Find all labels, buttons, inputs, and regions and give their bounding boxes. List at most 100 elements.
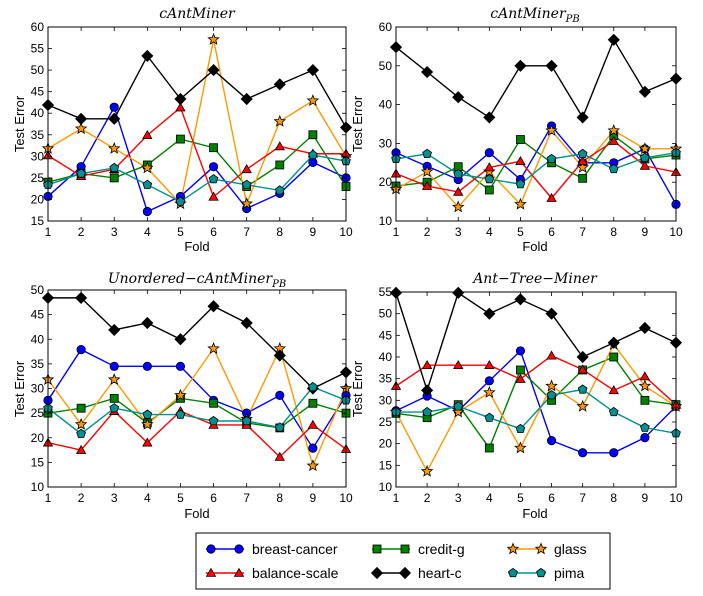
data-point-balance-scale [608,385,619,395]
data-point-breast-cancer [76,344,86,355]
data-point-balance-scale [274,141,285,151]
data-point-heart-c [545,307,558,320]
legend-frame [195,532,611,590]
data-point-glass [107,141,121,154]
data-point-glass [74,417,88,430]
y-tick-label: 55 [31,42,45,56]
data-point-pima [142,409,153,419]
data-point-breast-cancer [175,361,186,371]
x-axis-label: Fold [522,239,547,254]
data-point-heart-c [240,316,253,330]
data-point-pima [422,148,432,159]
x-tick-label: 6 [210,491,217,505]
data-point-glass [638,142,652,155]
data-point-heart-c [483,111,496,124]
x-tick-label: 8 [610,225,617,239]
x-tick-label: 3 [111,225,118,239]
data-point-breast-cancer [484,148,494,158]
data-point-glass [240,197,253,210]
x-tick-label: 6 [210,225,217,239]
data-point-glass [576,160,589,173]
x-tick-label: 7 [579,225,586,239]
legend-marker-heart-c [398,566,412,580]
data-point-pima [208,415,219,426]
data-point-heart-c [141,316,154,330]
legend-label-pima: pima [554,565,585,581]
x-tick-label: 7 [243,491,250,505]
data-point-breast-cancer [109,361,119,371]
data-point-balance-scale [142,437,153,447]
series-line-balance-scale [47,106,346,199]
data-point-pima [640,152,650,162]
data-point-pima [208,174,219,184]
y-tick-label: 50 [379,307,393,321]
y-tick-label: 45 [31,308,45,322]
panel-title: cAntMinerPB [490,6,579,25]
data-point-glass [141,417,154,430]
data-point-pima [484,412,495,422]
data-point-pima [453,401,464,411]
data-point-heart-c [514,293,527,306]
series-line-heart-c [395,38,677,119]
y-tick-label: 10 [379,480,393,494]
legend-marker-pima [508,567,518,578]
legend-label-balance-scale: balance-scale [252,565,339,581]
data-point-breast-cancer [640,432,650,443]
data-point-pima [109,162,120,173]
x-tick-label: 9 [310,491,317,505]
panel-ant-tree-miner: Ant−Tree−Miner 1 2 3 4 5 6 7 8 9 1010152025303540… [350,271,683,521]
series-line-credit-g [395,134,677,191]
plot-frame [395,26,677,222]
data-point-pima [76,428,86,438]
data-point-balance-scale [142,130,153,140]
data-point-credit-g [516,365,525,375]
y-axis-label: Test Error [12,360,27,417]
series-line-heart-c [48,297,347,390]
data-point-heart-c [174,333,187,346]
legend-marker-breast-cancer [206,544,216,554]
y-tick-label: 20 [31,192,45,206]
y-tick-label: 25 [379,415,393,429]
data-point-heart-c [514,59,527,72]
data-point-breast-cancer [142,361,152,371]
data-point-credit-g [484,443,494,453]
data-point-glass [207,342,220,354]
y-tick-label: 30 [379,393,393,407]
data-point-credit-g [275,160,285,170]
x-tick-label: 3 [111,491,118,505]
data-point-glass [451,405,465,418]
x-tick-label: 8 [276,491,283,505]
data-point-pima [640,422,650,432]
y-tick-label: 15 [379,458,393,472]
y-tick-label: 10 [379,214,393,228]
data-point-glass [174,388,187,401]
x-tick-label: 1 [393,491,400,505]
x-tick-label: 5 [177,225,184,239]
data-point-balance-scale [75,444,87,454]
data-point-pima [175,409,186,419]
legend-marker-balance-scale [205,567,217,577]
data-point-heart-c [75,112,88,125]
data-point-glass [545,124,558,136]
legend-label-credit-g: credit-g [418,541,465,557]
data-point-balance-scale [546,192,557,202]
data-point-credit-g [109,173,119,183]
data-point-glass [545,379,558,392]
y-tick-label: 20 [31,431,45,445]
data-point-balance-scale [546,350,557,360]
y-tick-label: 40 [379,350,393,364]
data-point-pima [241,179,252,189]
y-tick-label: 10 [31,480,45,494]
data-point-breast-cancer [515,346,526,356]
x-tick-label: 5 [517,225,524,239]
data-point-pima [308,381,318,392]
data-point-heart-c [607,336,620,349]
data-point-pima [577,384,588,394]
data-point-credit-g [516,135,525,144]
data-point-breast-cancer [109,102,119,112]
y-tick-label: 25 [31,171,45,185]
legend-marker-credit-g [372,544,382,554]
data-point-glass [107,373,121,385]
data-point-credit-g [484,185,494,195]
